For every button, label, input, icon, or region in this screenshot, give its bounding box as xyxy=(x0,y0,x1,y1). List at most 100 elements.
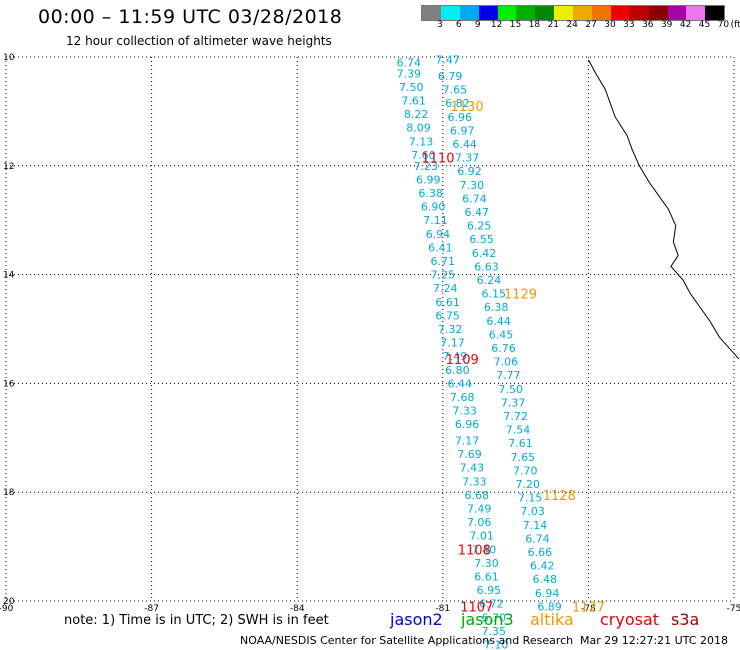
wave-height-value: 7.35 xyxy=(482,625,507,638)
pass-time-label: 1109 xyxy=(446,353,479,368)
satellite-label-altika: altika xyxy=(530,610,574,629)
wave-height-value: 7.14 xyxy=(523,519,548,532)
pass-time-label: 1128 xyxy=(543,489,576,504)
legend-label: 30 xyxy=(604,20,616,30)
footer-timestamp: Mar 29 12:27:21 UTC 2018 xyxy=(580,634,728,647)
wave-height-value: 6.96 xyxy=(455,418,480,431)
wave-height-value: 6.44 xyxy=(452,138,477,151)
wave-height-value: 6.41 xyxy=(428,241,453,254)
legend-label: 24 xyxy=(566,20,578,30)
lon-tick-label: -78 xyxy=(581,604,596,614)
wave-height-value: 7.06 xyxy=(494,356,519,369)
wave-height-value: 6.74 xyxy=(525,532,550,545)
wave-height-value: 7.65 xyxy=(511,451,536,464)
wave-height-value: 6.61 xyxy=(435,296,460,309)
legend-label: 42 xyxy=(679,20,692,30)
pass-time-label: 1130 xyxy=(451,100,484,115)
wave-height-value: 7.72 xyxy=(503,410,528,423)
color-scale-legend xyxy=(421,5,726,21)
satellite-label-s3a: s3a xyxy=(671,610,700,629)
wave-height-value: 7.69 xyxy=(457,448,482,461)
wave-height-value: 6.38 xyxy=(484,301,509,314)
wave-height-value: 6.76 xyxy=(491,342,516,355)
wave-height-value: 7.06 xyxy=(467,516,492,529)
wave-height-value: 7.32 xyxy=(438,323,463,336)
pass-time-label: 1107 xyxy=(460,600,493,615)
wave-height-value: 6.44 xyxy=(448,377,473,390)
legend-label: 3 xyxy=(437,20,443,30)
legend-swatch xyxy=(629,6,649,20)
lon-tick-label: -81 xyxy=(435,604,450,614)
wave-height-value: 7.03 xyxy=(520,505,545,518)
wave-height-value: 6.80 xyxy=(445,364,470,377)
lon-tick-label: -90 xyxy=(0,604,14,614)
wave-height-value: 7.13 xyxy=(409,135,434,148)
wave-height-value: 7.49 xyxy=(443,350,468,363)
wave-height-value: 6.68 xyxy=(465,489,490,502)
legend-label: 70 xyxy=(717,20,730,30)
wave-height-value: 7.37 xyxy=(501,396,526,409)
wave-height-value: 6.70 xyxy=(482,611,507,624)
legend-swatch xyxy=(516,6,536,20)
wave-height-value: 6.66 xyxy=(528,546,553,559)
legend-swatch xyxy=(610,6,630,20)
wave-height-value: 8.22 xyxy=(404,108,429,121)
wave-height-value: 6.42 xyxy=(530,560,555,573)
wave-height-value: 6.96 xyxy=(448,111,473,124)
wave-height-value: 6.45 xyxy=(489,328,514,341)
wave-height-value: 7.61 xyxy=(401,95,426,108)
legend-swatch xyxy=(705,6,725,20)
wave-height-value: 6.79 xyxy=(438,70,463,83)
legend-label: 9 xyxy=(474,20,481,30)
page-title: 00:00 – 11:59 UTC 03/28/2018 xyxy=(38,6,343,28)
pass-time-label: 1127 xyxy=(572,600,605,615)
wave-height-value: 7.43 xyxy=(460,462,485,475)
lat-tick-label: 18 xyxy=(3,488,15,498)
wave-height-value: 7.25 xyxy=(431,269,456,282)
lon-tick-label: -75 xyxy=(727,604,740,614)
wave-height-value: 6.72 xyxy=(479,598,504,611)
wave-height-value: 7.68 xyxy=(450,391,475,404)
wave-height-value: 7.47 xyxy=(435,54,460,67)
wave-height-value: 7.33 xyxy=(462,475,487,488)
footer-credit: NOAA/NESDIS Center for Satellite Applica… xyxy=(240,634,574,647)
lon-tick-label: -87 xyxy=(144,604,159,614)
wave-height-value: 7.54 xyxy=(506,424,531,437)
legend-swatch xyxy=(440,6,460,20)
legend-label: 27 xyxy=(585,20,597,30)
wave-height-value: 7.20 xyxy=(515,478,540,491)
wave-height-value: 6.24 xyxy=(477,274,502,287)
wave-height-value: 6.25 xyxy=(467,220,492,233)
wave-height-value: 6.92 xyxy=(457,165,482,178)
legend-swatch xyxy=(535,6,555,20)
legend-swatch xyxy=(686,6,706,20)
wave-height-value: 6.90 xyxy=(421,201,446,214)
wave-height-value: 6.74 xyxy=(462,192,487,205)
lat-tick-label: 20 xyxy=(3,597,15,607)
wave-height-value: 6.75 xyxy=(435,309,460,322)
wave-height-value: 6.63 xyxy=(474,260,499,273)
lat-tick-label: 16 xyxy=(3,379,15,389)
wave-height-value: 6.38 xyxy=(418,187,443,200)
wave-height-value: 7.50 xyxy=(399,81,424,94)
wave-height-value: 7.70 xyxy=(513,464,538,477)
wave-height-value: 6.71 xyxy=(431,255,456,268)
wave-height-value: 7.77 xyxy=(496,369,521,382)
wave-height-value: 7.65 xyxy=(443,84,468,97)
wave-height-value: 7.30 xyxy=(474,557,499,570)
legend-label: 18 xyxy=(528,20,541,30)
pass-time-label: 1129 xyxy=(504,288,537,303)
legend-label: 6 xyxy=(455,20,462,30)
wave-height-value: 7.01 xyxy=(469,530,494,543)
legend-label: 15 xyxy=(509,20,522,30)
pass-time-label: 1108 xyxy=(458,543,491,558)
legend-swatch xyxy=(459,6,479,20)
coastline xyxy=(587,59,740,360)
legend-swatch xyxy=(573,6,593,20)
wave-height-value: 7.40 xyxy=(472,543,497,556)
wave-height-value: 6.94 xyxy=(426,228,451,241)
wave-height-value: 6.94 xyxy=(535,587,560,600)
note-text: note: 1) Time is in UTC; 2) SWH is in fe… xyxy=(64,613,329,628)
wave-height-value: 7.15 xyxy=(518,492,543,505)
